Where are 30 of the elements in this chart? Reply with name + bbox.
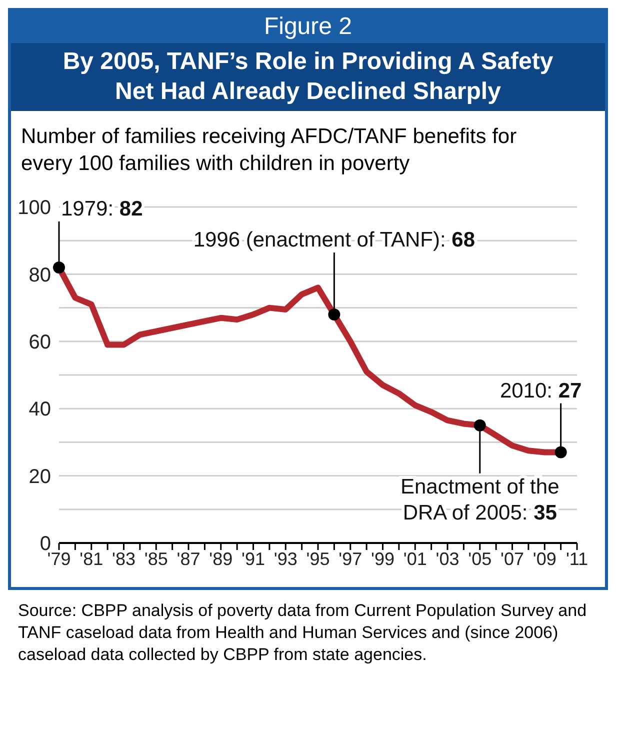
x-tick-label: '81 (80, 548, 104, 569)
x-tick-label: '87 (176, 548, 200, 569)
annotation: 1979: 82 (61, 197, 143, 220)
annotation: Enactment of the DRA of 2005: 35 (400, 475, 560, 524)
chart-title: Figure 2 (11, 11, 605, 43)
annotation: 2010: 27 (500, 379, 582, 402)
x-tick-label: '05 (468, 548, 492, 569)
source-note: Source: CBPP analysis of poverty data from Current Population Survey and TANF caseload data from Health and Human Services and (since 2006) caseload data collected by CBPP from state agencies. (17, 600, 588, 666)
x-tick-label: '89 (209, 548, 233, 569)
x-tick-label: '03 (436, 548, 460, 569)
y-tick-label: 80 (28, 264, 51, 286)
x-tick-label: '95 (306, 548, 330, 569)
chart-subtitle: By 2005, TANF’s Role in Providing A Safety Net Had Already Declined Sharply (11, 43, 605, 111)
x-tick-label: '01 (403, 548, 427, 569)
x-tick-label: '09 (532, 548, 556, 569)
x-tick-label: '99 (371, 548, 394, 569)
x-tick-label: '91 (242, 548, 265, 569)
x-tick-label: '97 (338, 548, 362, 569)
x-tick-label: '07 (500, 548, 524, 569)
y-tick-label: 20 (28, 466, 51, 488)
x-tick-label: '85 (144, 548, 168, 569)
y-tick-label: 60 (28, 332, 51, 354)
x-tick-label: '11 (566, 548, 588, 569)
y-tick-label: 100 (18, 197, 51, 220)
y-tick-label: 40 (28, 398, 51, 421)
x-tick-label: '83 (112, 548, 136, 569)
x-tick-label: '79 (47, 548, 71, 569)
annotation: 1996 (enactment of TANF): 68 (193, 228, 476, 252)
x-tick-label: '93 (274, 548, 298, 569)
y-axis-title: Number of families receiving AFDC/TANF benefits for every 100 families with children in poverty (20, 124, 518, 177)
